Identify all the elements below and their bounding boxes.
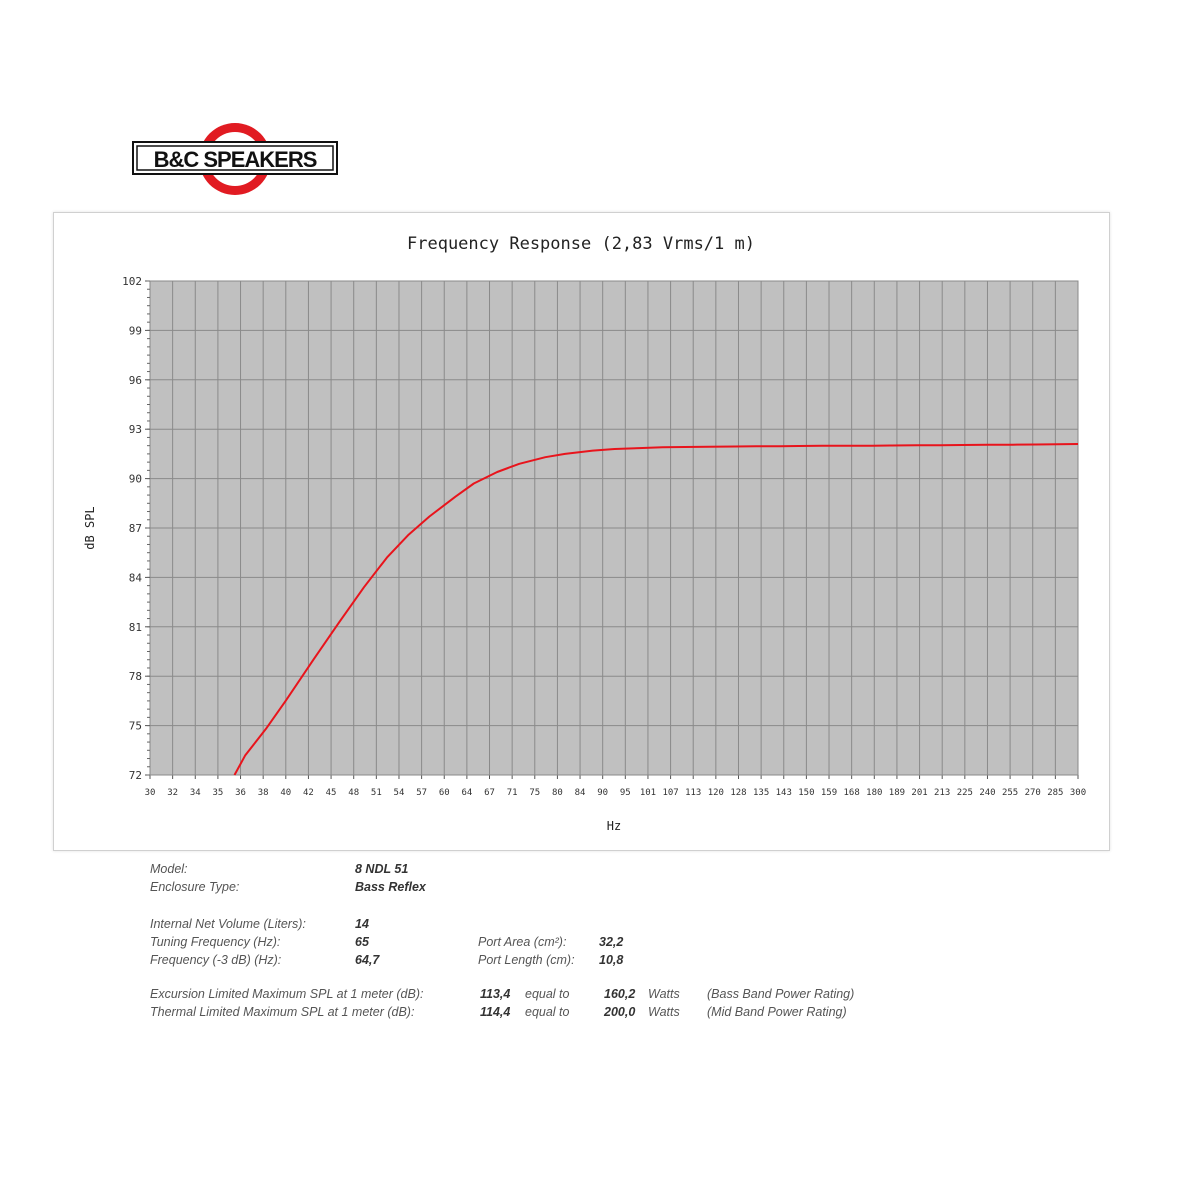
port-length-label: Port Length (cm): [478, 953, 575, 967]
x-tick-labels: 30 32 34 35 36 38 40 42 45 48 51 54 57 60 64 67 71 75 80 84… [145, 788, 1087, 798]
volume-value: 14 [355, 917, 369, 931]
x-tick-label: 64 [461, 788, 472, 798]
x-tick-label: 32 [167, 788, 178, 798]
x-tick-label: 225 [957, 788, 973, 798]
x-tick-label: 60 [439, 788, 450, 798]
x-tick-label: 42 [303, 788, 314, 798]
x-tick-label: 48 [348, 788, 359, 798]
thermal-label: Thermal Limited Maximum SPL at 1 meter (… [150, 1005, 415, 1019]
x-tick-label: 113 [685, 788, 701, 798]
y-tick-label: 96 [129, 374, 142, 387]
y-tick-label: 84 [129, 571, 143, 584]
x-tick-label: 150 [798, 788, 814, 798]
y-tick-label: 90 [129, 473, 142, 486]
x-tick-label: 107 [662, 788, 678, 798]
y-tick-labels: 72 75 78 81 84 87 90 93 96 99 102 [122, 275, 142, 782]
frequency-response-chart: Frequency Response (2,83 Vrms/1 m) 30 32 3… [83, 234, 1087, 833]
x-tick-label: 67 [484, 788, 495, 798]
excursion-equal: equal to [525, 987, 570, 1001]
model-value: 8 NDL 51 [355, 862, 409, 876]
chart-title: Frequency Response (2,83 Vrms/1 m) [407, 234, 755, 254]
model-label: Model: [150, 862, 188, 876]
x-tick-label: 40 [280, 788, 291, 798]
x-tick-label: 36 [235, 788, 246, 798]
x-tick-label: 95 [620, 788, 631, 798]
y-tick-label: 78 [129, 670, 142, 683]
f3-value: 64,7 [355, 953, 380, 967]
thermal-value: 114,4 [480, 1005, 511, 1019]
tuning-label: Tuning Frequency (Hz): [150, 935, 281, 949]
x-axis-label: Hz [607, 819, 621, 833]
enclosure-label: Enclosure Type: [150, 880, 240, 894]
x-tick-label: 300 [1070, 788, 1086, 798]
y-tick-label: 75 [129, 720, 142, 733]
thermal-watts-value: 200,0 [604, 1005, 636, 1019]
port-length-value: 10,8 [599, 953, 624, 967]
thermal-note: (Mid Band Power Rating) [707, 1005, 847, 1019]
port-area-label: Port Area (cm²): [478, 935, 567, 949]
logo-text: B&C SPEAKERS [154, 147, 317, 172]
x-tick-label: 71 [507, 788, 518, 798]
x-tick-label: 51 [371, 788, 382, 798]
x-tick-label: 240 [979, 788, 995, 798]
excursion-label: Excursion Limited Maximum SPL at 1 meter… [150, 987, 424, 1001]
x-tick-label: 80 [552, 788, 563, 798]
x-tick-label: 213 [934, 788, 950, 798]
port-area-value: 32,2 [599, 935, 624, 949]
x-tick-label: 35 [212, 788, 223, 798]
x-tick-label: 90 [597, 788, 608, 798]
chart-panel: Frequency Response (2,83 Vrms/1 m) 30 32 3… [53, 212, 1110, 851]
thermal-equal: equal to [525, 1005, 570, 1019]
x-tick-label: 270 [1025, 788, 1041, 798]
series-line [233, 443, 1079, 776]
x-tick-label: 189 [889, 788, 905, 798]
x-tick-label: 120 [708, 788, 724, 798]
x-tick-label: 135 [753, 788, 769, 798]
f3-label: Frequency (-3 dB) (Hz): [150, 953, 282, 967]
excursion-value: 113,4 [480, 987, 511, 1001]
thermal-watts-unit: Watts [648, 1005, 680, 1019]
y-tick-label: 72 [129, 769, 142, 782]
excursion-watts-value: 160,2 [604, 987, 636, 1001]
x-tick-label: 84 [575, 788, 586, 798]
tuning-value: 65 [355, 935, 369, 949]
x-tick-label: 45 [326, 788, 337, 798]
y-tick-label: 102 [122, 275, 142, 288]
x-tick-label: 201 [911, 788, 927, 798]
x-tick-label: 34 [190, 788, 201, 798]
x-tick-label: 168 [844, 788, 860, 798]
x-tick-label: 38 [258, 788, 269, 798]
y-tick-label: 87 [129, 522, 142, 535]
x-tick-label: 30 [145, 788, 156, 798]
y-tick-label: 93 [129, 423, 142, 436]
brand-logo: B&C SPEAKERS [132, 123, 338, 195]
x-tick-label: 159 [821, 788, 837, 798]
volume-label: Internal Net Volume (Liters): [150, 917, 306, 931]
x-tick-label: 285 [1047, 788, 1063, 798]
x-tick-label: 180 [866, 788, 882, 798]
x-tick-label: 75 [529, 788, 540, 798]
x-tick-label: 57 [416, 788, 427, 798]
y-axis-label: dB SPL [83, 506, 97, 549]
excursion-watts-unit: Watts [648, 987, 680, 1001]
x-tick-label: 143 [776, 788, 792, 798]
x-tick-label: 128 [730, 788, 746, 798]
excursion-note: (Bass Band Power Rating) [707, 987, 855, 1001]
y-grid [145, 280, 1078, 776]
y-minor-ticks [147, 280, 150, 776]
y-tick-label: 81 [129, 621, 142, 634]
x-tick-label: 54 [394, 788, 405, 798]
y-tick-label: 99 [129, 324, 142, 337]
x-tick-label: 255 [1002, 788, 1018, 798]
enclosure-value: Bass Reflex [355, 880, 426, 894]
x-tick-label: 101 [640, 788, 656, 798]
